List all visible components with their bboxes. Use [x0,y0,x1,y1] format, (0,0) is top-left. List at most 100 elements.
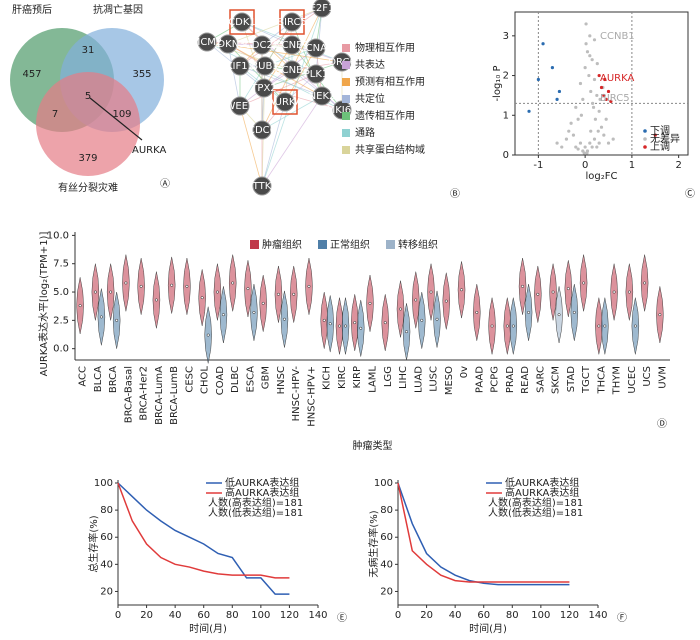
x-tick-label: SKCM [551,366,562,394]
point [589,129,593,133]
median [572,310,576,314]
point [599,85,604,90]
highlight-box [272,89,298,115]
x-tick-label: 0v [459,366,470,378]
count-note: 人数(高表达组)=181 [208,496,303,509]
legend-marker [643,145,647,149]
point [574,105,578,109]
node [230,96,250,116]
x-tick-label: LAML [368,366,379,393]
median [185,284,189,288]
x-tick-label: UCEC [627,366,638,394]
legend-swatch [342,95,350,103]
median [551,290,555,294]
median [277,292,280,296]
edge [239,47,317,107]
x-tick-label: 80 [226,610,239,621]
node-label: CDKN3 [210,39,245,50]
median [353,321,357,325]
node-label: CDC6 [248,125,276,136]
x-tick-label: COAD [215,366,226,396]
x-tick-label: 2 [675,160,681,171]
count-note: 人数(低表达组)=181 [208,506,303,519]
point [576,147,580,151]
x-tick-label: ACC [78,366,89,387]
x-tick-label: KICH [322,366,333,390]
point [593,117,598,121]
x-tick-label: UCS [642,366,653,387]
edge [261,44,317,75]
node [312,0,332,18]
annotation: AURKA [132,145,166,156]
point [578,81,583,86]
point [555,141,559,145]
median [399,307,402,311]
node [306,38,326,58]
km-curve [397,482,570,586]
point [588,54,592,58]
legend-swatch [342,146,350,154]
median [490,324,494,328]
node [282,12,302,32]
point [557,89,562,94]
y-tick-label: 3 [503,31,509,42]
median [246,287,250,291]
node-label: MKI67 [327,105,358,116]
x-tick-label: THCA [596,366,607,395]
x-tick-label: BRCA [108,366,119,393]
x-tick-label: PRAD [505,366,516,393]
point [541,42,545,46]
x-axis-title: 时间(月) [469,622,507,635]
y-tick-label: 100 [94,478,113,489]
node-label: CCNA2 [299,43,334,54]
y-tick-label: 20 [100,586,113,597]
point [653,133,657,137]
x-tick-label: PCPG [490,366,501,393]
y-tick-label: 80 [100,505,113,516]
median [627,290,631,294]
legend-label: 共享蛋白结构域 [355,143,425,156]
y-tick-label: 40 [100,559,113,570]
legend-swatch [342,61,350,69]
point [583,66,587,70]
point [592,77,597,82]
median [566,287,570,291]
y-axis-title: -log₁₀ P [492,65,503,101]
legend-label: 上调 [650,141,670,153]
x-tick-label: 60 [197,610,210,621]
x-tick-label: 120 [560,610,579,621]
median [405,330,408,334]
km-curve [117,482,290,579]
y-tick-label: 100 [374,478,393,489]
node-label: AURKA [268,97,302,108]
median [109,290,113,294]
node-label: TTK [252,181,272,192]
point [578,141,583,145]
y-tick-label: 2.5 [53,315,69,326]
median [511,324,515,328]
x-tick-label: 0 [582,160,588,171]
median [505,324,509,328]
node-label: MCM2 [192,37,223,48]
point [579,113,583,117]
edge [239,7,323,67]
point [591,105,596,109]
node [230,56,250,76]
edge [227,7,323,45]
region-count: 457 [22,69,41,80]
node [197,32,217,52]
median [475,310,479,314]
point [588,141,592,145]
point [569,121,573,125]
median [328,322,332,326]
x-tick-label: 100 [251,610,270,621]
legend-label: 无差异 [650,132,680,145]
node [306,64,326,84]
point [606,89,611,94]
point [581,97,585,101]
region-count: 379 [78,153,97,164]
node-label: CDK1 [228,17,256,28]
point [598,97,602,101]
x-tick-label: GBM [261,366,272,389]
x-tick-label: LUAD [413,366,424,393]
